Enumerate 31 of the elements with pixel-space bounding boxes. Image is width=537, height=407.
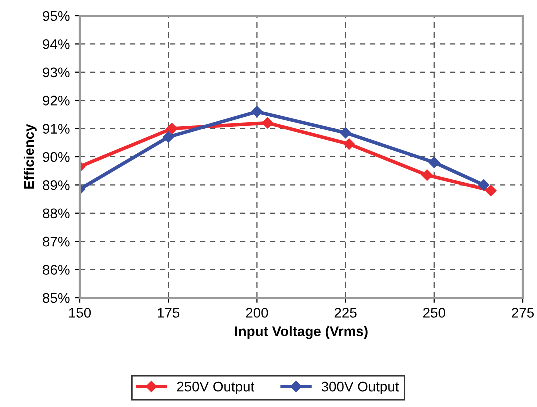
point [344, 138, 355, 150]
x-tick-label: 150 [69, 308, 92, 318]
y-tick-label: 95% [43, 11, 70, 22]
x-axis-title: Input Voltage (Vrms) [235, 326, 368, 340]
x-tick-label: 225 [334, 308, 357, 318]
y-tick-label: 92% [43, 96, 70, 106]
legend-label: 300V Output [322, 382, 400, 394]
point [262, 118, 274, 129]
y-tick-label: 93% [43, 68, 70, 78]
y-tick-label: 91% [43, 124, 70, 134]
y-tick-label: 86% [43, 265, 70, 275]
point [340, 127, 352, 139]
x-tick-label: 275 [512, 308, 534, 318]
point [478, 180, 490, 191]
point [428, 157, 440, 168]
y-tick-label: 87% [43, 236, 70, 247]
x-tick-label: 175 [158, 308, 180, 318]
point [252, 106, 263, 118]
y-axis-title: Efficiency [24, 124, 37, 189]
y-tick-label: 88% [43, 208, 70, 219]
x-tick-label: 200 [246, 308, 268, 318]
y-tick-label: 85% [43, 293, 70, 304]
point [162, 132, 174, 143]
legend-label: 250V Output [177, 382, 255, 394]
x-tick-label: 250 [424, 308, 446, 318]
y-tick-label: 90% [43, 152, 70, 162]
point [166, 123, 178, 134]
y-tick-label: 94% [43, 40, 70, 50]
point [422, 170, 433, 181]
point [486, 185, 497, 196]
y-tick-label: 89% [43, 180, 70, 190]
